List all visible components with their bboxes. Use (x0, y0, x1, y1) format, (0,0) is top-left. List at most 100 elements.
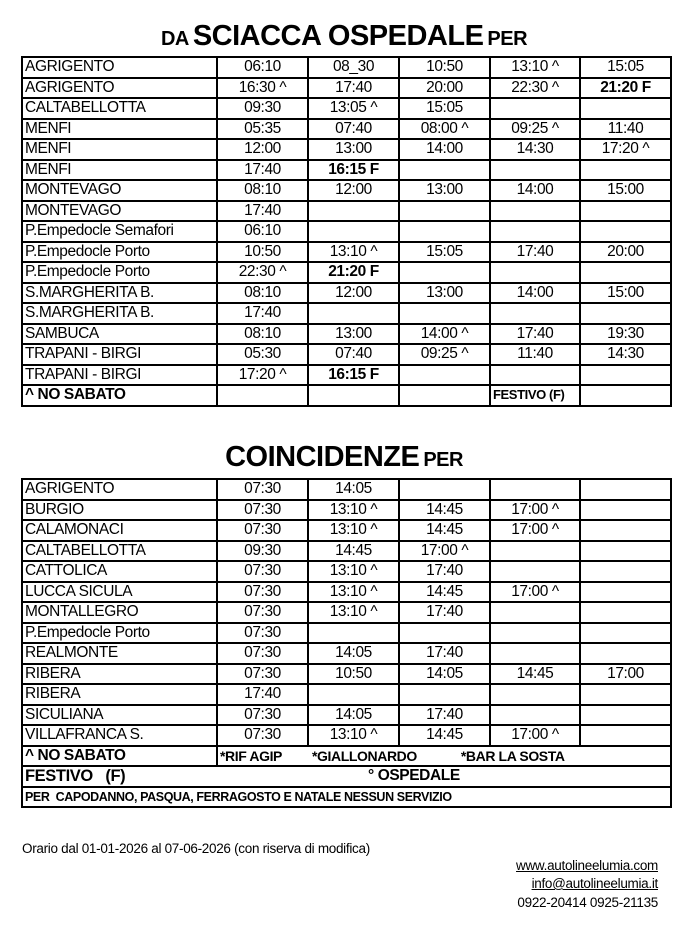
table-row: MENFI 12:00 13:00 14:00 14:30 17:20 ^ (21, 138, 672, 161)
table-row: AGRIGENTO 07:30 14:05 (21, 478, 672, 501)
table-row: S.MARGHERITA B. 17:40 (21, 302, 672, 325)
title-suffix: PER (423, 449, 463, 471)
destination-cell: CALTABELLOTTA (21, 97, 218, 120)
time-cell: 14:00 (489, 179, 581, 202)
table-row: LUCCA SICULA 07:30 13:10 ^ 14:45 17:00 ^ (21, 580, 672, 603)
legend-festivo: FESTIVO (F) (21, 765, 308, 788)
time-cell: 13:10 ^ (307, 601, 400, 624)
time-cell (579, 683, 672, 706)
time-cell: 14:30 (579, 343, 672, 366)
time-cell: 13:10 ^ (307, 724, 400, 747)
time-cell (398, 363, 491, 386)
time-cell: 09:30 (216, 539, 309, 562)
time-cell: 17:20 ^ (216, 363, 309, 386)
destination-cell: P.Empedocle Porto (21, 621, 218, 644)
time-cell (579, 724, 672, 747)
time-cell: 17:40 (489, 240, 581, 263)
time-cell (489, 560, 581, 583)
title-main: SCIACCA OSPEDALE (192, 20, 484, 52)
time-cell: 14:05 (307, 703, 400, 726)
time-cell (398, 261, 491, 284)
time-cell: 07:30 (216, 519, 309, 542)
time-cell: 17:40 (398, 642, 491, 665)
time-cell: 13:10 ^ (489, 56, 581, 79)
time-cell: 07:30 (216, 662, 309, 685)
destination-cell: CATTOLICA (21, 560, 218, 583)
empty-cell (579, 384, 672, 407)
time-cell: 14:45 (398, 519, 491, 542)
time-cell: 07:30 (216, 601, 309, 624)
time-cell (579, 220, 672, 243)
destination-cell: SICULIANA (21, 703, 218, 726)
website-link[interactable]: www.autolineelumia.com (516, 858, 658, 873)
time-cell: 21:20 F (579, 76, 672, 99)
destination-cell: CALAMONACI (21, 519, 218, 542)
time-cell (489, 601, 581, 624)
table-row: MENFI 17:40 16:15 F (21, 158, 672, 181)
table-row: P.Empedocle Porto 22:30 ^ 21:20 F (21, 261, 672, 284)
stop-rif-agip: *RIF AGIP (220, 747, 282, 764)
time-cell: 14:30 (489, 138, 581, 161)
time-cell (489, 97, 581, 120)
time-cell (579, 498, 672, 521)
time-cell: 22:30 ^ (489, 76, 581, 99)
time-cell: 13:05 ^ (307, 97, 400, 120)
time-cell: 14:45 (398, 580, 491, 603)
empty-cell (307, 384, 400, 407)
table-row: P.Empedocle Semafori 06:10 (21, 220, 672, 243)
time-cell (489, 302, 581, 325)
time-cell: 09:30 (216, 97, 309, 120)
time-cell: 07:30 (216, 478, 309, 501)
table-row: BURGIO 07:30 13:10 ^ 14:45 17:00 ^ (21, 498, 672, 521)
time-cell (489, 642, 581, 665)
legend-row: FESTIVO (F) ° OSPEDALE (21, 765, 672, 788)
time-cell: 13:00 (398, 179, 491, 202)
destination-cell: REALMONTE (21, 642, 218, 665)
time-cell: 12:00 (307, 281, 400, 304)
time-cell: 17:40 (398, 560, 491, 583)
time-cell: 10:50 (216, 240, 309, 263)
time-cell: 07:30 (216, 560, 309, 583)
time-cell: 10:50 (307, 662, 400, 685)
time-cell: 06:10 (216, 220, 309, 243)
time-cell: 15:05 (579, 56, 672, 79)
time-cell (579, 642, 672, 665)
destination-cell: P.Empedocle Porto (21, 261, 218, 284)
time-cell (579, 580, 672, 603)
time-cell: 15:05 (398, 240, 491, 263)
time-cell: 09:25 ^ (489, 117, 581, 140)
destination-cell: MONTEVAGO (21, 179, 218, 202)
time-cell: 17:40 (216, 199, 309, 222)
time-cell (579, 478, 672, 501)
time-cell: 08:10 (216, 179, 309, 202)
time-cell: 07:30 (216, 621, 309, 644)
table-row: AGRIGENTO 16:30 ^ 17:40 20:00 22:30 ^ 21:20 F (21, 76, 672, 99)
email-link[interactable]: info@autolineelumia.it (531, 876, 659, 891)
time-cell: 13:10 ^ (307, 519, 400, 542)
time-cell: 07:30 (216, 703, 309, 726)
time-cell: 15:00 (579, 179, 672, 202)
title-main: COINCIDENZE (225, 441, 420, 473)
time-cell: 06:10 (216, 56, 309, 79)
time-cell: 08_30 (307, 56, 400, 79)
time-cell (489, 683, 581, 706)
table-row: SAMBUCA 08:10 13:00 14:00 ^ 17:40 19:30 (21, 322, 672, 345)
table-row: MONTEVAGO 08:10 12:00 13:00 14:00 15:00 (21, 179, 672, 202)
time-cell (579, 519, 672, 542)
destination-cell: RIBERA (21, 683, 218, 706)
time-cell: 19:30 (579, 322, 672, 345)
destination-cell: LUCCA SICULA (21, 580, 218, 603)
time-cell (489, 158, 581, 181)
notice-row: PER CAPODANNO, PASQUA, FERRAGOSTO E NATA… (21, 785, 672, 808)
time-cell: 14:45 (398, 498, 491, 521)
destination-cell: P.Empedocle Semafori (21, 220, 218, 243)
destination-cell: S.MARGHERITA B. (21, 302, 218, 325)
time-cell (489, 539, 581, 562)
destination-cell: BURGIO (21, 498, 218, 521)
table-row: REALMONTE 07:30 14:05 17:40 (21, 642, 672, 665)
time-cell: 13:10 ^ (307, 240, 400, 263)
time-cell (489, 199, 581, 222)
time-cell: 07:40 (307, 117, 400, 140)
time-cell: 13:00 (307, 138, 400, 161)
destination-cell: RIBERA (21, 662, 218, 685)
